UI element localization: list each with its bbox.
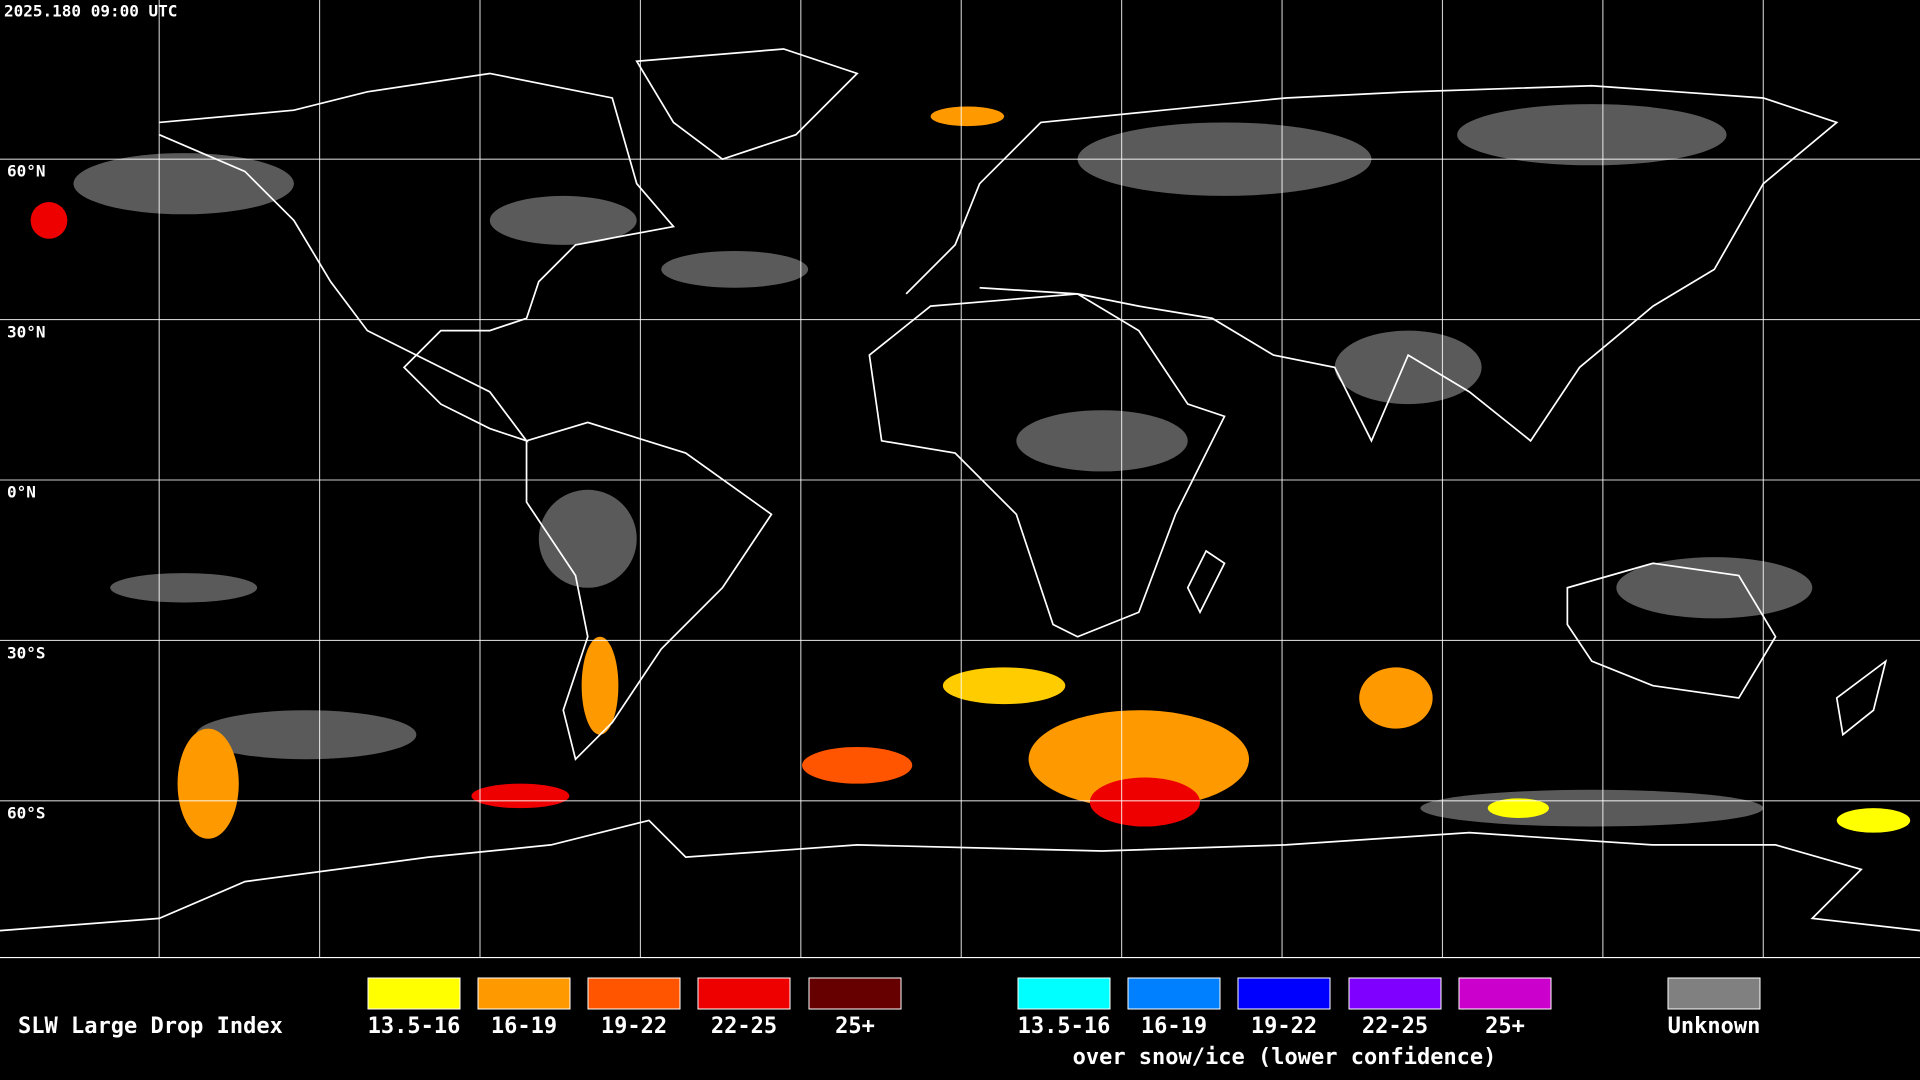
legend-label: 13.5-16: [368, 1014, 461, 1039]
legend-swatch: [477, 977, 571, 1010]
legend-label: 13.5-16: [1018, 1014, 1111, 1039]
legend-swatch: [367, 977, 461, 1010]
latitude-label: 60°S: [7, 804, 46, 823]
legend-swatch: [808, 977, 902, 1010]
legend-label: 25+: [1485, 1014, 1525, 1039]
legend-label: 16-19: [491, 1014, 557, 1039]
legend-label: 19-22: [601, 1014, 667, 1039]
latitude-label: 0°N: [7, 483, 36, 502]
legend-swatch: [697, 977, 791, 1010]
graticule: [0, 0, 1920, 959]
legend-label: 22-25: [1362, 1014, 1428, 1039]
legend-label: 25+: [835, 1014, 875, 1039]
latitude-label: 30°N: [7, 323, 46, 342]
legend: 13.5-16 16-19 19-22 22-25 25+ 13.5-16 16-19 19-…: [367, 977, 1761, 1070]
legend-swatch: [1237, 977, 1331, 1010]
legend-swatch: [1127, 977, 1221, 1010]
legend-swatch: [1017, 977, 1111, 1010]
legend-swatch: [1458, 977, 1552, 1010]
map: [0, 0, 1920, 959]
latitude-labels: 60°N 30°N 0°N 30°S 60°S: [7, 162, 46, 823]
legend-label: 22-25: [711, 1014, 777, 1039]
legend-label: 19-22: [1251, 1014, 1317, 1039]
legend-caption: over snow/ice (lower confidence): [1073, 1045, 1497, 1070]
latitude-label: 60°N: [7, 162, 46, 181]
legend-swatch: [1348, 977, 1442, 1010]
legend-label: 16-19: [1141, 1014, 1207, 1039]
coastlines: [0, 48, 1920, 932]
legend-title: SLW Large Drop Index: [18, 1014, 283, 1039]
timestamp: 2025.180 09:00 UTC: [4, 2, 177, 21]
latitude-label: 30°S: [7, 644, 46, 663]
legend-label: Unknown: [1668, 1014, 1761, 1039]
legend-swatch: [587, 977, 681, 1010]
cloud-drop-index: [30, 106, 1911, 839]
legend-swatch: [1667, 977, 1761, 1010]
